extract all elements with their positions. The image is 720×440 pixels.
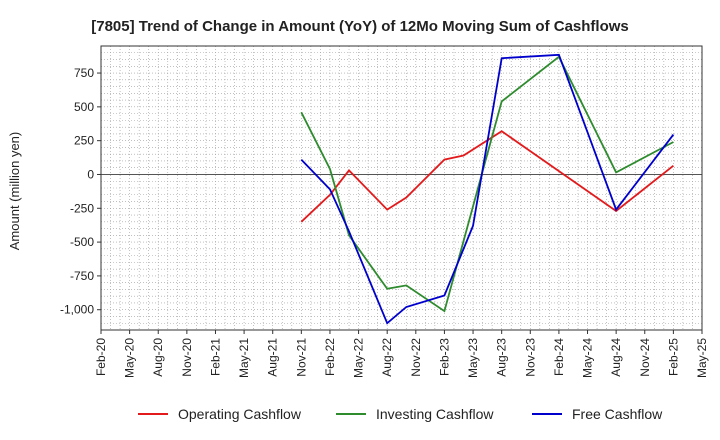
x-tick-label: May-23 (466, 338, 480, 378)
series-line-investing-cashflow (300, 55, 674, 313)
y-tick-label: -1,000 (60, 303, 94, 317)
legend[interactable]: Operating Cashflow Investing Cashflow Free… (138, 406, 663, 422)
x-tick-label: Aug-21 (266, 338, 280, 377)
y-tick-label: -750 (70, 269, 94, 283)
x-tick-label: Aug-23 (495, 338, 509, 377)
series-layer (300, 53, 675, 325)
x-tick-label: Aug-22 (380, 338, 394, 377)
x-tick-label: Feb-25 (666, 338, 680, 376)
y-tick-label: 0 (87, 167, 94, 181)
series-line-free-cashflow (300, 53, 675, 325)
x-tick-label: Aug-20 (151, 338, 165, 377)
y-tick-label: 500 (74, 100, 94, 114)
x-tick-label: Nov-22 (409, 338, 423, 377)
x-tick-label: Nov-20 (180, 338, 194, 377)
series-line-operating-cashflow (300, 130, 674, 223)
y-tick-label: 250 (74, 134, 94, 148)
x-tick-label: May-20 (123, 338, 137, 378)
x-tick-label: Feb-22 (323, 338, 337, 376)
legend-item-investing-cashflow[interactable]: Investing Cashflow (336, 406, 494, 422)
legend-item-operating-cashflow[interactable]: Operating Cashflow (138, 406, 302, 422)
x-tick-label: May-25 (695, 338, 709, 378)
y-axis-ticks: 750 500 250 0 -250 -500 -750 -1,000 (60, 66, 101, 317)
plot-frame (100, 45, 703, 331)
grid-layer (100, 45, 703, 331)
x-tick-label: Nov-24 (638, 338, 652, 377)
legend-label: Investing Cashflow (376, 406, 494, 422)
x-tick-label: Aug-24 (609, 338, 623, 377)
legend-label: Operating Cashflow (178, 406, 302, 422)
x-tick-label: May-24 (581, 338, 595, 378)
legend-label: Free Cashflow (572, 406, 663, 422)
x-tick-label: Nov-23 (523, 338, 537, 377)
y-axis-label: Amount (million yen) (7, 132, 22, 251)
legend-item-free-cashflow[interactable]: Free Cashflow (532, 406, 663, 422)
y-tick-label: 750 (74, 66, 94, 80)
x-tick-label: Nov-21 (294, 338, 308, 377)
y-tick-label: -250 (70, 201, 94, 215)
x-tick-label: Feb-21 (208, 338, 222, 376)
x-axis-ticks: Feb-20 May-20 Aug-20 Nov-20 Feb-21 May-21 Aug-… (94, 330, 709, 378)
y-tick-label: -500 (70, 235, 94, 249)
x-tick-label: Feb-23 (437, 338, 451, 376)
x-tick-label: Feb-24 (552, 338, 566, 376)
plot-area-border (100, 45, 703, 331)
x-tick-label: Feb-20 (94, 338, 108, 376)
x-tick-label: May-22 (352, 338, 366, 378)
x-tick-label: May-21 (237, 338, 251, 378)
chart-title: [7805] Trend of Change in Amount (YoY) o… (91, 18, 629, 35)
